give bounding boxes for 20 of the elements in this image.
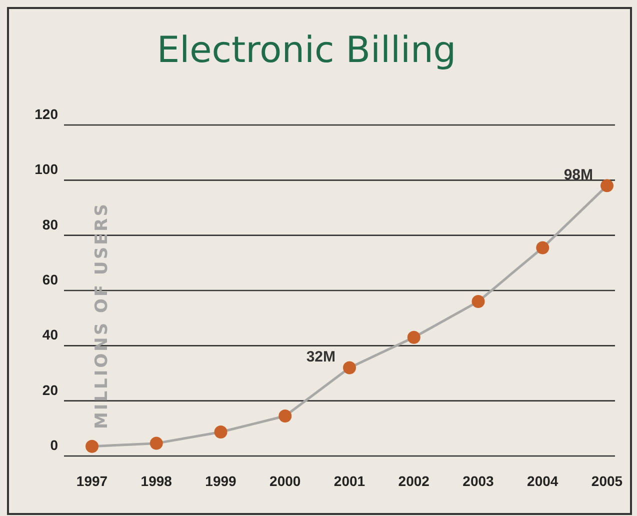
annotation: 98M — [564, 166, 593, 184]
x-tick-label: 2003 — [462, 473, 494, 489]
x-tick-label: 1999 — [205, 473, 237, 489]
y-tick-label: 100 — [34, 161, 58, 178]
chart-title: Electronic Billing — [156, 30, 456, 71]
y-tick-label: 60 — [42, 272, 58, 288]
y-tick-label: 0 — [50, 437, 58, 453]
y-tick-label: 120 — [34, 106, 58, 122]
y-axis-title: MILLIONS OF USERS — [92, 202, 112, 430]
y-tick-label: 40 — [42, 326, 58, 343]
annotation: 32M — [306, 348, 336, 366]
y-tick-label: 80 — [42, 216, 58, 232]
x-tick-label: 1998 — [140, 473, 172, 489]
x-tick-label: 2005 — [591, 473, 623, 489]
x-tick-label: 1997 — [76, 473, 108, 489]
x-tick-label: 2002 — [398, 473, 430, 489]
x-tick-label: 2004 — [527, 473, 558, 489]
x-tick-label: 2001 — [334, 473, 366, 489]
y-tick-label: 20 — [42, 382, 58, 398]
x-tick-label: 2000 — [270, 473, 301, 489]
